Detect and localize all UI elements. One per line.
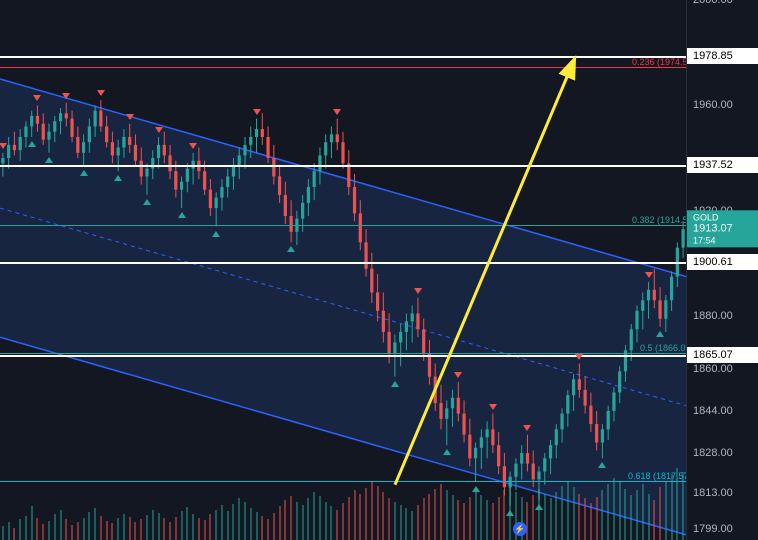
ytick: 1960.00 bbox=[693, 99, 733, 111]
projection-arrow bbox=[0, 0, 686, 540]
price-level-label: 1937.52 bbox=[687, 157, 758, 173]
ytick: 1799.00 bbox=[693, 523, 733, 535]
price-axis[interactable]: 2000.001960.001920.001880.001860.001844.… bbox=[686, 0, 758, 540]
ytick: 1844.00 bbox=[693, 405, 733, 417]
chart-plot-area[interactable]: 0.236 (1974.50)0.382 (1914.52)0.5 (1866.… bbox=[0, 0, 686, 540]
ytick: 1828.00 bbox=[693, 447, 733, 459]
price-level-label: 1865.07 bbox=[687, 347, 758, 363]
ytick: 2000.00 bbox=[693, 0, 733, 6]
lightning-badge-icon[interactable]: ⚡ bbox=[513, 522, 527, 536]
price-level-label: 1978.85 bbox=[687, 48, 758, 64]
ytick: 1880.00 bbox=[693, 310, 733, 322]
price-level-label: 1900.61 bbox=[687, 254, 758, 270]
ytick: 1860.00 bbox=[693, 363, 733, 375]
ytick: 1813.00 bbox=[693, 487, 733, 499]
live-price-label: GOLD1913.0717:54 bbox=[687, 210, 758, 247]
